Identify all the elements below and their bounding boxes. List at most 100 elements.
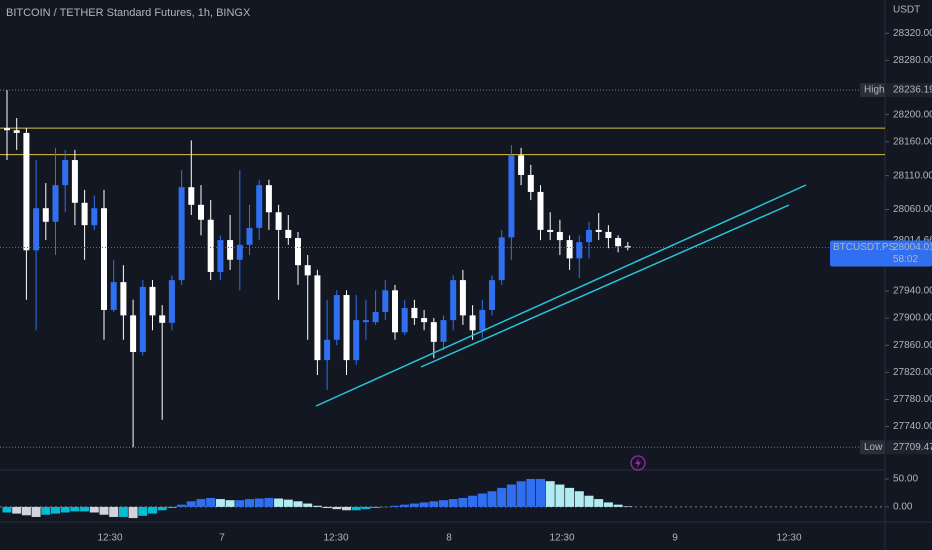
histogram-bar (506, 484, 516, 507)
histogram-bar (361, 506, 371, 510)
time-label: 12:30 (323, 533, 348, 544)
candle-body (246, 227, 253, 245)
candle-body (479, 309, 486, 331)
osc-tick-label: 50.00 (893, 474, 918, 485)
candle-body (527, 174, 534, 192)
histogram-bar (584, 495, 594, 507)
candle-body (624, 246, 631, 248)
candle-body (314, 275, 321, 361)
price-tick-label: 27740.00 (893, 421, 932, 432)
candle-body (198, 204, 204, 220)
candle-body (275, 212, 282, 230)
candle-body (498, 237, 505, 281)
time-label: 7 (219, 533, 225, 544)
histogram-bar (468, 495, 478, 507)
histogram-bar (60, 506, 70, 513)
histogram-bar (274, 498, 284, 507)
current-symbol: BTCUSDT.PS (833, 242, 896, 253)
price-tick-label: 28200.00 (893, 109, 932, 120)
low-value-box (886, 440, 932, 455)
candle-body (101, 208, 107, 310)
candle-body (595, 229, 602, 232)
candle-body (421, 318, 428, 323)
price-tick-label: 27820.00 (893, 367, 932, 378)
price-tick-label: 28060.00 (893, 204, 932, 215)
histogram-bar (128, 506, 138, 519)
histogram-bar (351, 506, 361, 511)
candle-body (52, 185, 59, 222)
histogram-bar (138, 506, 148, 516)
candle-body (304, 265, 311, 276)
histogram-bar (429, 501, 439, 507)
histogram-bar (613, 504, 623, 507)
candle-body (4, 128, 10, 131)
candle-body (353, 320, 360, 361)
candle-body (411, 307, 418, 319)
candle-body (343, 295, 350, 361)
candle-body (430, 322, 437, 342)
low-tag-label: Low (864, 442, 883, 453)
current-price-box (830, 240, 932, 267)
histogram-bar (439, 500, 448, 507)
candle-body (159, 315, 166, 323)
price-tick-label: 28280.00 (893, 55, 932, 66)
histogram-bar (574, 491, 584, 507)
histogram-bar (303, 503, 313, 507)
price-tick-label: 28320.00 (893, 28, 932, 39)
candle-body (440, 320, 447, 342)
candle-body (382, 290, 389, 312)
histogram-bar (157, 506, 167, 511)
histogram-bar (264, 497, 274, 507)
time-label: 12:30 (776, 533, 801, 544)
trendline (420, 204, 790, 368)
histogram-bar (31, 506, 41, 517)
histogram-bar (419, 502, 429, 507)
candle-body (13, 130, 20, 133)
histogram-bar (594, 499, 604, 507)
trendline (315, 184, 807, 407)
candle-body (333, 295, 340, 340)
histogram-bar (342, 506, 351, 511)
histogram-bar (99, 506, 109, 515)
candle-body (295, 238, 301, 266)
candle-body (91, 208, 98, 226)
high-value-box (886, 83, 932, 98)
histogram-bar (526, 478, 536, 507)
osc-tick-label: 0.00 (893, 502, 913, 513)
price-tick-label: 27860.00 (893, 340, 932, 351)
histogram-bar (400, 504, 410, 507)
price-tick-label: 27900.00 (893, 313, 932, 324)
price-tick-label: 27780.00 (893, 394, 932, 405)
countdown: 58:02 (893, 254, 918, 265)
candle-body (615, 238, 622, 247)
alert-icon[interactable] (630, 455, 646, 471)
candle-body (81, 202, 88, 226)
time-label: 12:30 (549, 533, 574, 544)
histogram-bar (167, 506, 177, 509)
histogram-bar (332, 506, 342, 510)
histogram-bar (409, 503, 419, 507)
candle-body (556, 231, 563, 241)
candle-body (401, 307, 408, 333)
candle-body (130, 315, 137, 352)
candle-body (227, 240, 234, 260)
candle-body (256, 185, 263, 228)
candle-body (23, 132, 30, 251)
histogram-bar (371, 506, 381, 509)
histogram-bar (603, 502, 613, 507)
candle-body (33, 208, 40, 251)
histogram-bar (477, 493, 487, 507)
candle-body (518, 155, 525, 175)
candle-body (324, 339, 331, 361)
high-tag (860, 83, 885, 98)
histogram-bar (380, 506, 390, 508)
histogram-bar (497, 487, 507, 507)
candle-body (188, 187, 195, 205)
histogram-bar (448, 499, 458, 507)
histogram-bar (186, 501, 196, 507)
chart-title: BITCOIN / TETHER Standard Futures, 1h, B… (6, 7, 251, 19)
histogram-bar (555, 484, 565, 507)
candle-body (178, 187, 185, 281)
candle-body (392, 290, 398, 333)
